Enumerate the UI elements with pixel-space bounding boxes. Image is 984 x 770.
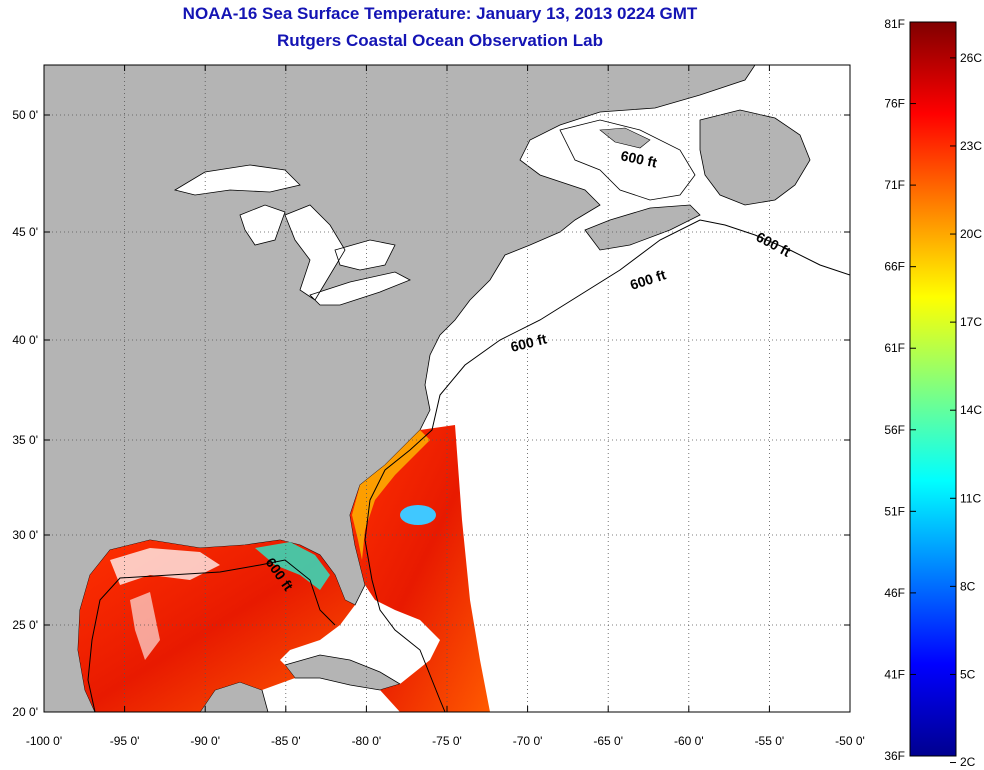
colorbar-f-label: 46F [884, 586, 905, 600]
sst-gulf-cloud-patch [110, 548, 220, 585]
x-tick-label: -55 0' [755, 734, 785, 748]
colorbar-celsius-labels: 26C 23C 20C 17C 14C 11C 8C 5C 2C [950, 51, 982, 769]
colorbar-f-label: 51F [884, 504, 905, 518]
colorbar-c-label: 17C [960, 315, 982, 329]
colorbar-c-label: 23C [960, 139, 982, 153]
y-tick-label: 45 0' [12, 225, 38, 239]
y-tick-label: 50 0' [12, 108, 38, 122]
st-lawrence-water [559, 119, 696, 201]
colorbar-fahrenheit-labels: 81F 76F 71F 66F 61F 56F 51F 46F 41F 36F [884, 17, 916, 763]
nova-scotia-land [584, 204, 701, 251]
colorbar [909, 21, 957, 757]
newfoundland-land [699, 109, 811, 206]
y-axis: 20 0' 25 0' 30 0' 35 0' 40 0' 45 0' 50 0' [12, 108, 850, 719]
x-tick-label: -50 0' [835, 734, 865, 748]
sst-shelf-band [352, 430, 430, 560]
colorbar-c-label: 14C [960, 403, 982, 417]
colorbar-f-label: 81F [884, 17, 905, 31]
x-tick-label: -95 0' [110, 734, 140, 748]
x-tick-label: -100 0' [26, 734, 62, 748]
x-tick-label: -90 0' [190, 734, 220, 748]
y-tick-label: 20 0' [12, 705, 38, 719]
colorbar-f-label: 76F [884, 97, 905, 111]
sst-gulf-cloud-patch-2 [130, 592, 160, 660]
colorbar-f-label: 61F [884, 341, 905, 355]
sst-atlantic-swath [350, 425, 490, 712]
colorbar-f-label: 41F [884, 667, 905, 681]
colorbar-f-label: 36F [884, 749, 905, 763]
y-tick-label: 25 0' [12, 618, 38, 632]
y-tick-label: 30 0' [12, 528, 38, 542]
sst-cool-eddy [400, 505, 436, 525]
y-tick-label: 40 0' [12, 333, 38, 347]
contour-label: 600 ft [619, 147, 658, 170]
x-tick-label: -70 0' [513, 734, 543, 748]
x-tick-label: -80 0' [352, 734, 382, 748]
y-tick-label: 35 0' [12, 433, 38, 447]
great-lakes [173, 164, 411, 306]
map-subtitle: Rutgers Coastal Ocean Observation Lab [277, 31, 603, 50]
x-tick-label: -65 0' [593, 734, 623, 748]
colorbar-f-label: 71F [884, 178, 905, 192]
colorbar-c-label: 20C [960, 227, 982, 241]
colorbar-c-label: 8C [960, 579, 976, 593]
isobath-600ft [364, 219, 850, 712]
isobath-600ft-gulf [87, 559, 336, 712]
x-tick-label: -85 0' [271, 734, 301, 748]
x-tick-label: -60 0' [674, 734, 704, 748]
colorbar-f-label: 66F [884, 260, 905, 274]
x-tick-label: -75 0' [432, 734, 462, 748]
colorbar-c-label: 5C [960, 667, 976, 681]
x-axis: -100 0' -95 0' -90 0' -85 0' -80 0' -75 0' -70… [26, 65, 865, 748]
colorbar-c-label: 26C [960, 51, 982, 65]
colorbar-c-label: 2C [960, 755, 976, 769]
anticosti-island [599, 127, 651, 149]
colorbar-c-label: 11C [960, 491, 981, 505]
map-title: NOAA-16 Sea Surface Temperature: January… [182, 4, 698, 23]
colorbar-f-label: 56F [884, 423, 905, 437]
